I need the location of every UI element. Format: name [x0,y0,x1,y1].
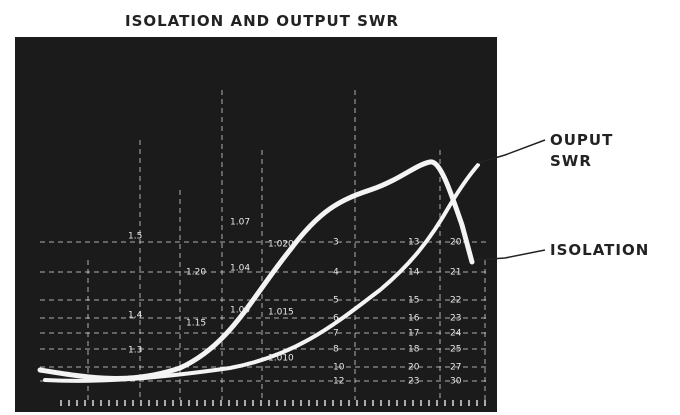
scale-label: 6 [333,314,339,324]
scale-label: 3 [333,238,339,248]
scale-label: 20 [408,363,420,373]
scale-label: 27 [450,363,461,373]
scale-label: 1.020 [268,240,294,250]
scale-label: 5 [333,296,339,306]
scale-label: 16 [408,314,420,324]
scale-label: 12 [333,377,344,387]
scale-label: 1.00 [230,306,250,316]
scale-label: 18 [408,345,420,355]
title: ISOLATION AND OUTPUT SWR [125,12,399,30]
scale-label: 1.07 [230,218,250,228]
scale-label: 23 [450,314,461,324]
scale-label: 24 [450,329,462,339]
scale-label: 23 [408,377,419,387]
scale-label: 1.5 [128,232,142,242]
scale-label: 4 [333,268,339,278]
annotation: SWR [550,152,592,170]
scale-label: 17 [408,329,419,339]
scale-label: 1.15 [186,319,206,329]
scale-label: 22 [450,296,461,306]
scale-label: 1.04 [230,264,250,274]
scale-label: 13 [408,238,419,248]
scale-label: 10 [333,363,345,373]
leader-line [477,139,546,164]
scale-label: 20 [450,238,462,248]
scale-label: 1.015 [268,308,294,318]
scale-label: 25 [450,345,461,355]
scope-screen [15,37,497,412]
scale-label: 21 [450,268,461,278]
scale-label: 14 [408,268,420,278]
scale-label: 7 [333,329,339,339]
scale-label: 1.3 [128,346,142,356]
scale-label: 1.20 [186,268,206,278]
scale-label: 1.4 [128,311,143,321]
annotation: OUPUT [550,131,613,149]
isolation-trace [43,163,480,383]
scale-label: 8 [333,345,339,355]
graticule [40,90,490,406]
scale-label: 30 [450,377,462,387]
scale-label: 15 [408,296,419,306]
scale-label: 1.010 [268,354,294,364]
leader-line [474,249,546,261]
annotation: ISOLATION [550,241,649,259]
